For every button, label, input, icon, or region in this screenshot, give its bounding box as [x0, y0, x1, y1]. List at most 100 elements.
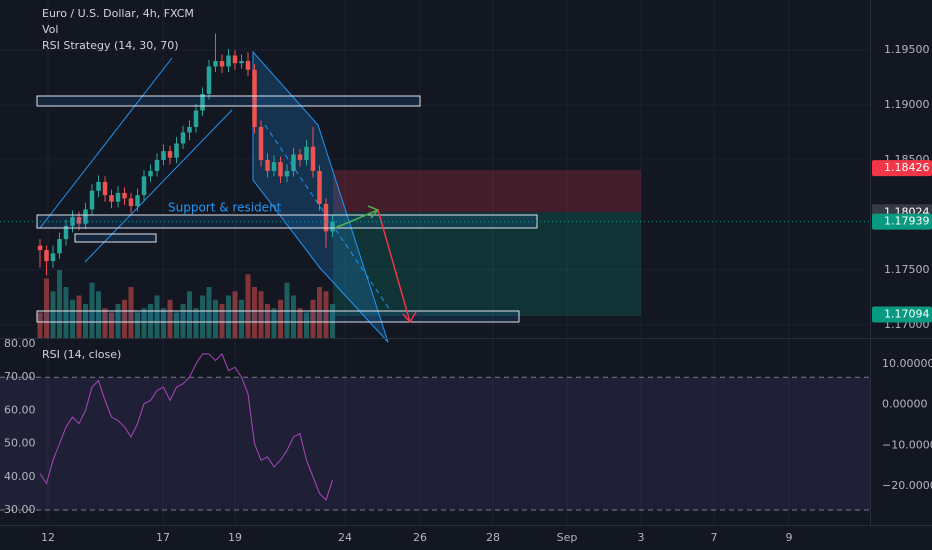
time-label: 24 [338, 531, 352, 544]
volume-bar [128, 287, 134, 338]
zone-box[interactable] [36, 310, 520, 323]
volume-bar [89, 282, 95, 338]
candle-body [219, 61, 225, 67]
price-tag-label: 1.17094 [884, 307, 930, 320]
volume-bar [174, 312, 179, 338]
candle-body [44, 250, 49, 262]
zone-box[interactable] [74, 233, 157, 243]
candle-body [226, 55, 231, 67]
volume-bar [44, 278, 49, 338]
rsi-line [39, 353, 333, 502]
volume-bar [232, 291, 238, 338]
candle-body [200, 93, 205, 111]
volume [37, 270, 335, 338]
candle-body [323, 203, 329, 232]
volume-bar [317, 287, 322, 338]
candle-body [89, 190, 95, 210]
grid [0, 0, 870, 525]
volume-bar [239, 299, 244, 338]
volume-bar [70, 299, 75, 338]
volume-bar [310, 299, 316, 338]
rsi-tick-label: 30.00 [4, 503, 36, 516]
strategy-tick-label: −10.00000 [882, 438, 932, 451]
candle-body [232, 55, 238, 64]
price-tag [872, 213, 932, 230]
volume-bar [213, 299, 218, 338]
stop-zone[interactable] [333, 170, 641, 212]
candle-body [239, 61, 244, 64]
volume-bar [226, 295, 231, 338]
candle-body [161, 151, 166, 160]
candle-body [122, 192, 127, 199]
volume-bar [83, 304, 88, 338]
candle-body [252, 69, 257, 127]
volume-bar [135, 312, 140, 338]
candle-body [284, 170, 290, 177]
volume-bar [200, 295, 205, 338]
candle-body [148, 170, 153, 177]
candle-body [135, 195, 140, 207]
candle-body [317, 170, 322, 204]
candle-body [109, 195, 114, 202]
volume-bar [323, 291, 329, 338]
strategy-legend: RSI Strategy (14, 30, 70) [42, 39, 179, 52]
candle-body [76, 217, 82, 224]
arrow-up [334, 209, 379, 229]
candle-body [330, 221, 335, 232]
time-label: 28 [486, 531, 500, 544]
candle-body [37, 245, 43, 251]
target-zone[interactable] [333, 212, 641, 316]
volume-bar [284, 282, 290, 338]
candle-body [174, 143, 179, 158]
time-label: 17 [156, 531, 170, 544]
rsi-tick-label: 60.00 [4, 403, 36, 416]
time-label: Sep [557, 531, 578, 544]
candle-body [271, 162, 277, 171]
volume-bar [271, 308, 277, 338]
time-label: 9 [786, 531, 793, 544]
candle-body [50, 253, 56, 262]
rsi-tick-label: 40.00 [4, 470, 36, 483]
price-tick-label: 1.17500 [884, 263, 930, 276]
volume-bar [122, 299, 127, 338]
candle-body [206, 66, 212, 94]
volume-bar [330, 304, 335, 338]
price-tag [872, 306, 932, 323]
candle-body [213, 61, 218, 67]
volume-bar [141, 308, 147, 338]
channel-up-bottom[interactable] [84, 109, 233, 263]
candle-body [310, 146, 316, 171]
rsi-band [0, 377, 870, 511]
zone-box[interactable] [36, 95, 421, 107]
volume-bar [258, 291, 264, 338]
strategy-tick-label: 0.00000 [882, 398, 928, 411]
volume-bar [304, 312, 309, 338]
candle-body [304, 146, 309, 160]
rsi-legend: RSI (14, close) [42, 348, 121, 361]
volume-bar [63, 287, 69, 338]
volume-bar [297, 308, 303, 338]
volume-bar [206, 287, 212, 338]
candle-body [258, 126, 264, 160]
volume-bar [180, 304, 186, 338]
annotation[interactable]: Support & resident [168, 201, 282, 215]
volume-bar [245, 274, 251, 338]
candle-body [141, 176, 147, 196]
candle-body [115, 192, 121, 202]
channel-up-top[interactable] [39, 57, 173, 229]
rsi-tick-label: 80.00 [4, 337, 36, 350]
candle-body [278, 162, 283, 177]
volume-bar [115, 304, 121, 338]
time-label: 12 [41, 531, 55, 544]
rsi-tick-label: 50.00 [4, 437, 36, 450]
volume-bar [148, 304, 153, 338]
price-tick-label: 1.19000 [884, 98, 930, 111]
volume-bar [57, 270, 62, 338]
candles [37, 33, 335, 276]
volume-bar [167, 299, 173, 338]
time-label: 19 [228, 531, 242, 544]
volume-bar [50, 291, 56, 338]
volume-bar [278, 299, 283, 338]
